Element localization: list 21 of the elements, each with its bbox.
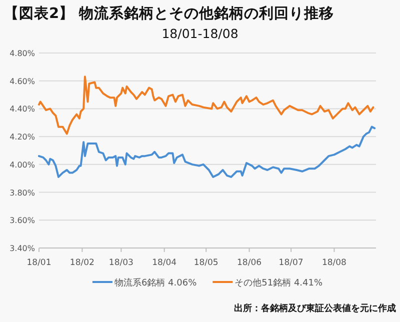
legend-label: 物流系6銘柄 4.06% [114, 278, 198, 288]
y-tick-label: 3.40% [10, 244, 36, 253]
x-tick-label: 18/05 [194, 258, 218, 268]
x-tick-label: 18/01 [26, 258, 52, 268]
x-tick-label: 18/08 [322, 258, 346, 268]
x-tick-label: 18/06 [237, 258, 262, 268]
x-tick-label: 18/04 [152, 258, 177, 268]
y-tick-label: 4.80% [10, 49, 36, 58]
y-tick-label: 3.60% [10, 216, 36, 226]
text: 出所：各銘柄及び東証公表値を元に作成 [234, 303, 396, 314]
x-tick-label: 18/02 [70, 258, 94, 268]
x-tick-label: 18/07 [278, 258, 304, 268]
chart-title: 【図表2】 物流系銘柄とその他銘柄の利回り推移 [4, 4, 334, 22]
y-tick-label: 4.00% [10, 160, 36, 170]
legend-label: その他51銘柄 4.41% [234, 278, 323, 288]
y-tick-label: 4.40% [10, 104, 36, 114]
y-tick-label: 4.60% [10, 76, 36, 86]
y-tick-label: 3.80% [10, 188, 36, 198]
x-tick-label: 18/03 [108, 258, 134, 268]
y-tick-label: 4.20% [10, 132, 36, 142]
chart-subtitle: 18/01-18/08 [162, 26, 238, 41]
